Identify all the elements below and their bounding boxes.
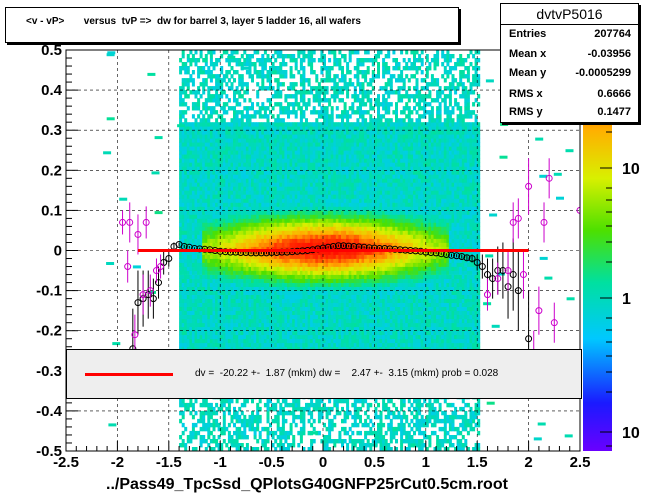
profile-point-alt [142,218,150,226]
profile-point-alt [519,271,527,279]
y-tick-label: -0.2 [36,323,62,340]
y-tick-label: -0.1 [36,283,62,300]
profile-point [155,279,163,287]
fit-legend-line [85,373,173,376]
x-tick-label: -0.5 [259,454,285,471]
profile-point [478,263,486,271]
stats-key: RMS x [509,88,543,100]
stats-value: -0.03956 [587,48,631,60]
profile-point-alt [119,218,127,226]
profile-point [134,299,142,307]
y-tick-label: 0.1 [41,202,62,219]
profile-point [525,335,533,343]
profile-point-alt [540,218,548,226]
stats-key: Mean x [509,48,547,60]
profile-point [483,271,491,279]
stats-value: 207764 [594,28,631,40]
profile-point-alt [131,331,139,339]
fit-result-text: dv = -20.22 +- 1.87 (mkm) dw = 2.47 +- 3… [195,368,499,379]
profile-point [499,267,507,275]
profile-point-alt [509,218,517,226]
profile-point-alt [550,319,558,327]
stats-key: Entries [509,28,547,40]
stats-key: Mean y [509,67,547,79]
profile-point-alt [146,287,154,295]
plot-title: <v - vP> versus tvP => dw for barrel 3, … [26,16,361,27]
profile-point-alt [514,214,522,222]
profile-point [468,255,476,263]
y-tick-label: 0 [54,243,62,260]
x-tick-label: -2 [111,454,124,471]
profile-point [473,259,481,267]
x-tick-label: 1 [422,454,430,471]
profile-point-alt [126,218,134,226]
profile-point-alt [535,307,543,315]
y-tick-label: -0.3 [36,363,62,380]
profile-point [489,275,497,283]
stats-value: 0.1477 [597,106,631,118]
profile-point-alt [545,174,553,182]
profile-point [448,251,455,259]
profile-point-alt [576,206,580,214]
y-tick-label: -0.4 [36,403,63,420]
color-scale-axis: 10 1 10 [600,57,640,447]
profile-point [334,242,342,250]
x-tick-label: 2 [524,454,532,471]
stats-box: dvtvP5016 Entries 207764 Mean x -0.03956… [500,3,639,123]
x-tick-label: -1 [214,454,227,471]
y-tick-label: 0.5 [41,42,62,59]
profile-point-alt [124,263,132,271]
profile-point-alt [152,267,160,275]
x-tick-label: -1.5 [156,454,182,471]
stats-key: RMS y [509,106,543,118]
profile-point-alt [483,291,491,299]
y-tick-label: -0.5 [36,443,62,460]
x-tick-label: 0.5 [364,454,385,471]
profile-point [514,287,522,295]
profile-point-alt [504,267,512,275]
profile-point [458,253,466,261]
x-tick-label: 0 [319,454,327,471]
fit-legend-box: dv = -20.22 +- 1.87 (mkm) dw = 2.47 +- 3… [66,349,582,399]
stats-value: -0.0005299 [575,67,631,79]
z-tick-label: 1 [622,291,631,308]
profile-point [509,271,517,279]
y-tick-label: 0.3 [41,122,62,139]
stats-value: 0.6666 [597,88,631,100]
x-axis-title: ../Pass49_TpcSsd_QPlotsG40GNFP25rCut0.5c… [106,476,508,493]
stats-name: dvtvP5016 [501,4,638,25]
profile-point-alt [525,182,533,190]
x-tick-label: -2.5 [53,454,79,471]
profile-point-alt [139,291,147,299]
profile-point [463,254,471,262]
profile-point [144,291,152,299]
z-tick-label: 10 [622,425,640,442]
z-tick-label: 10 [622,161,640,178]
profile-point [340,242,348,250]
y-tick-label: 0.2 [41,162,62,179]
profile-point [165,255,173,263]
profile-point [453,252,461,260]
profile-point-alt [134,230,142,238]
profile-point-alt [494,275,502,283]
x-tick-label: 2.5 [570,454,591,471]
title-box: <v - vP> versus tvP => dw for barrel 3, … [5,7,459,43]
x-tick-label: 1.5 [467,454,488,471]
y-tick-label: 0.4 [41,82,63,99]
profile-point-alt [157,263,165,271]
